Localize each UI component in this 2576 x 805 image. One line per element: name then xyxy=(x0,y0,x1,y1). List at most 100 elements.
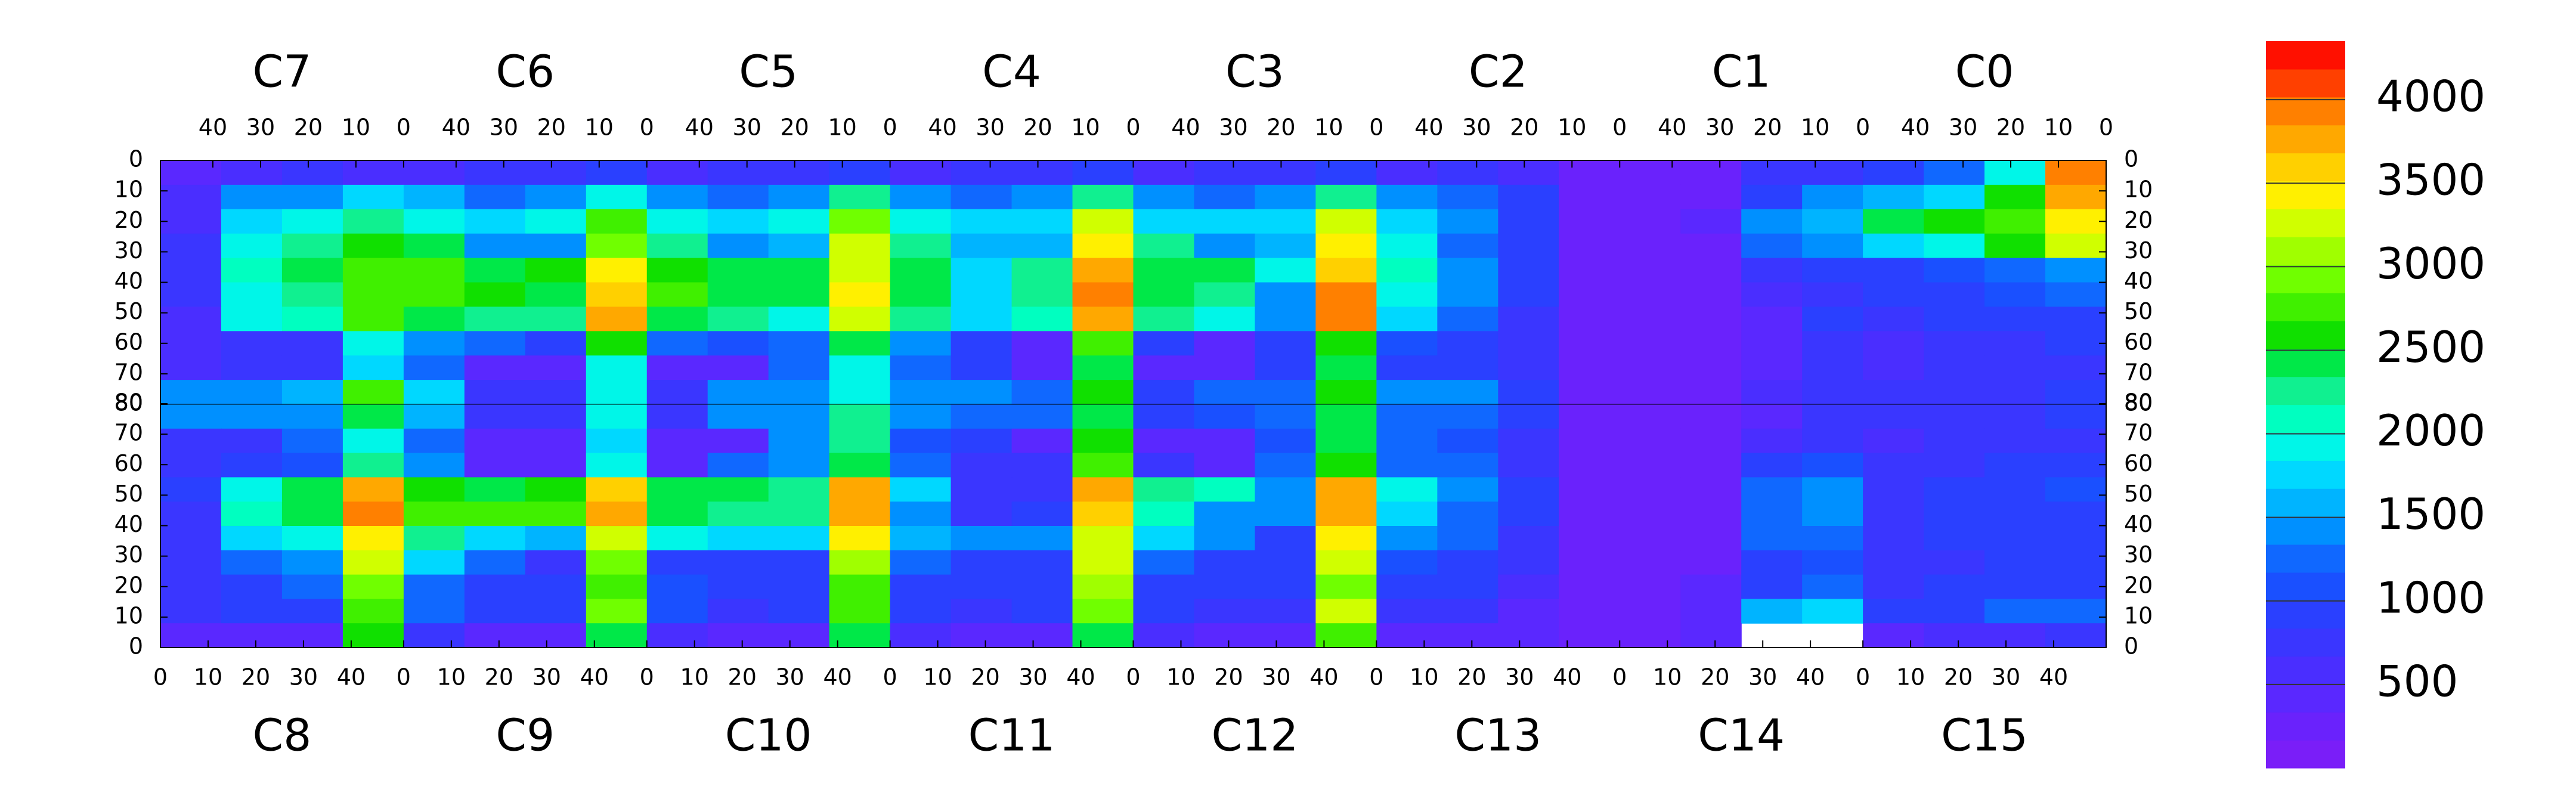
heat-cell xyxy=(2045,550,2107,575)
heat-cell xyxy=(1194,380,1256,405)
heat-cell xyxy=(1133,331,1195,356)
colorbar-tick-label: 1500 xyxy=(2376,489,2485,539)
heat-cell xyxy=(1924,501,1985,527)
heat-cell xyxy=(1194,477,1256,502)
heat-cell xyxy=(464,160,526,185)
heat-cell xyxy=(768,306,830,332)
x-tick-label: 20 xyxy=(1701,664,1729,691)
heat-cell xyxy=(707,526,769,551)
heat-cell xyxy=(1255,477,1317,502)
heat-cell xyxy=(1559,355,1620,380)
heat-cell xyxy=(403,550,465,575)
heat-cell xyxy=(1924,282,1985,307)
heat-cell xyxy=(1133,282,1195,307)
colorbar-band xyxy=(2266,684,2345,713)
heat-cell xyxy=(1011,233,1073,259)
heat-cell xyxy=(890,184,952,210)
heat-cell xyxy=(464,282,526,307)
heat-cell xyxy=(1194,355,1256,380)
heat-cell xyxy=(525,428,587,454)
heat-cell xyxy=(1255,404,1317,429)
heat-cell xyxy=(1559,184,1620,210)
heat-cell xyxy=(281,184,343,210)
heat-cell xyxy=(1376,380,1438,405)
x-tick-label: 30 xyxy=(1262,664,1290,691)
heat-cell xyxy=(1255,233,1317,259)
heat-cell xyxy=(1376,355,1438,380)
colorbar-tick-label: 500 xyxy=(2376,656,2458,706)
y-tick-label: 20 xyxy=(114,572,143,598)
heat-cell xyxy=(1620,404,1681,429)
heat-cell xyxy=(1437,160,1498,185)
heat-cell xyxy=(2045,428,2107,454)
heat-cell xyxy=(2045,477,2107,502)
heat-cell xyxy=(1559,380,1620,405)
colorbar-band xyxy=(2266,516,2345,545)
heat-cell xyxy=(2045,160,2107,185)
heat-cell xyxy=(1255,623,1317,648)
heat-cell xyxy=(403,380,465,405)
heat-cell xyxy=(950,501,1013,527)
heat-cell xyxy=(1315,574,1377,599)
heat-cell xyxy=(950,184,1013,210)
y-tick-label: 40 xyxy=(2124,268,2153,294)
heat-cell xyxy=(342,453,404,478)
heat-cell xyxy=(1863,599,1924,624)
x-tick-label: 30 xyxy=(733,114,761,141)
heat-cell xyxy=(1741,331,1803,356)
heat-cell xyxy=(586,623,648,648)
heat-cell xyxy=(1498,160,1559,185)
heat-cell xyxy=(1437,428,1498,454)
colorbar-band xyxy=(2266,488,2345,517)
x-tick-label: 10 xyxy=(437,664,466,691)
heat-cell xyxy=(890,599,952,624)
heat-cell xyxy=(1255,453,1317,478)
heat-cell xyxy=(1315,355,1377,380)
y-tick-label: 30 xyxy=(2124,541,2153,568)
heat-cell xyxy=(1194,184,1256,210)
heat-cell xyxy=(342,404,404,429)
heat-cell xyxy=(707,623,769,648)
heat-cell xyxy=(1559,477,1620,502)
heat-cell xyxy=(1194,526,1256,551)
colorbar-band xyxy=(2266,125,2345,154)
colorbar-band xyxy=(2266,544,2345,573)
heat-cell xyxy=(1924,331,1985,356)
heat-cell xyxy=(707,209,769,234)
heat-cell xyxy=(1376,306,1438,332)
heat-cell xyxy=(1680,453,1742,478)
x-tick-label: 0 xyxy=(2099,114,2113,141)
heat-cell xyxy=(2045,306,2107,332)
heat-cell xyxy=(1741,184,1803,210)
x-tick-label: 40 xyxy=(1901,114,1930,141)
x-tick-label: 0 xyxy=(1612,664,1627,691)
heat-cell xyxy=(1315,623,1377,648)
heat-cell xyxy=(342,306,404,332)
heat-cell xyxy=(1133,404,1195,429)
heat-cell xyxy=(1498,355,1559,380)
heat-cell xyxy=(160,574,222,599)
heat-cell xyxy=(1437,550,1498,575)
heat-cell xyxy=(1376,501,1438,527)
heat-cell xyxy=(1072,258,1134,283)
heat-cell xyxy=(1924,258,1985,283)
x-tick-label: 10 xyxy=(194,664,222,691)
heat-cell xyxy=(464,380,526,405)
heat-cell xyxy=(829,160,891,185)
x-tick-label: 40 xyxy=(685,114,714,141)
heat-cell xyxy=(1924,233,1985,259)
heat-cell xyxy=(1315,550,1377,575)
y-tick-label: 30 xyxy=(114,237,143,264)
heat-cell xyxy=(890,258,952,283)
heat-cell xyxy=(950,574,1013,599)
heat-cell xyxy=(586,574,648,599)
heat-cell xyxy=(1498,599,1559,624)
heat-cell xyxy=(1863,355,1924,380)
heat-cell xyxy=(1802,550,1863,575)
heat-cell xyxy=(1194,574,1256,599)
heat-cell xyxy=(829,184,891,210)
heat-cell xyxy=(1437,282,1498,307)
heat-cell xyxy=(1802,404,1863,429)
heat-cell xyxy=(1984,574,2046,599)
heat-cell xyxy=(1194,501,1256,527)
